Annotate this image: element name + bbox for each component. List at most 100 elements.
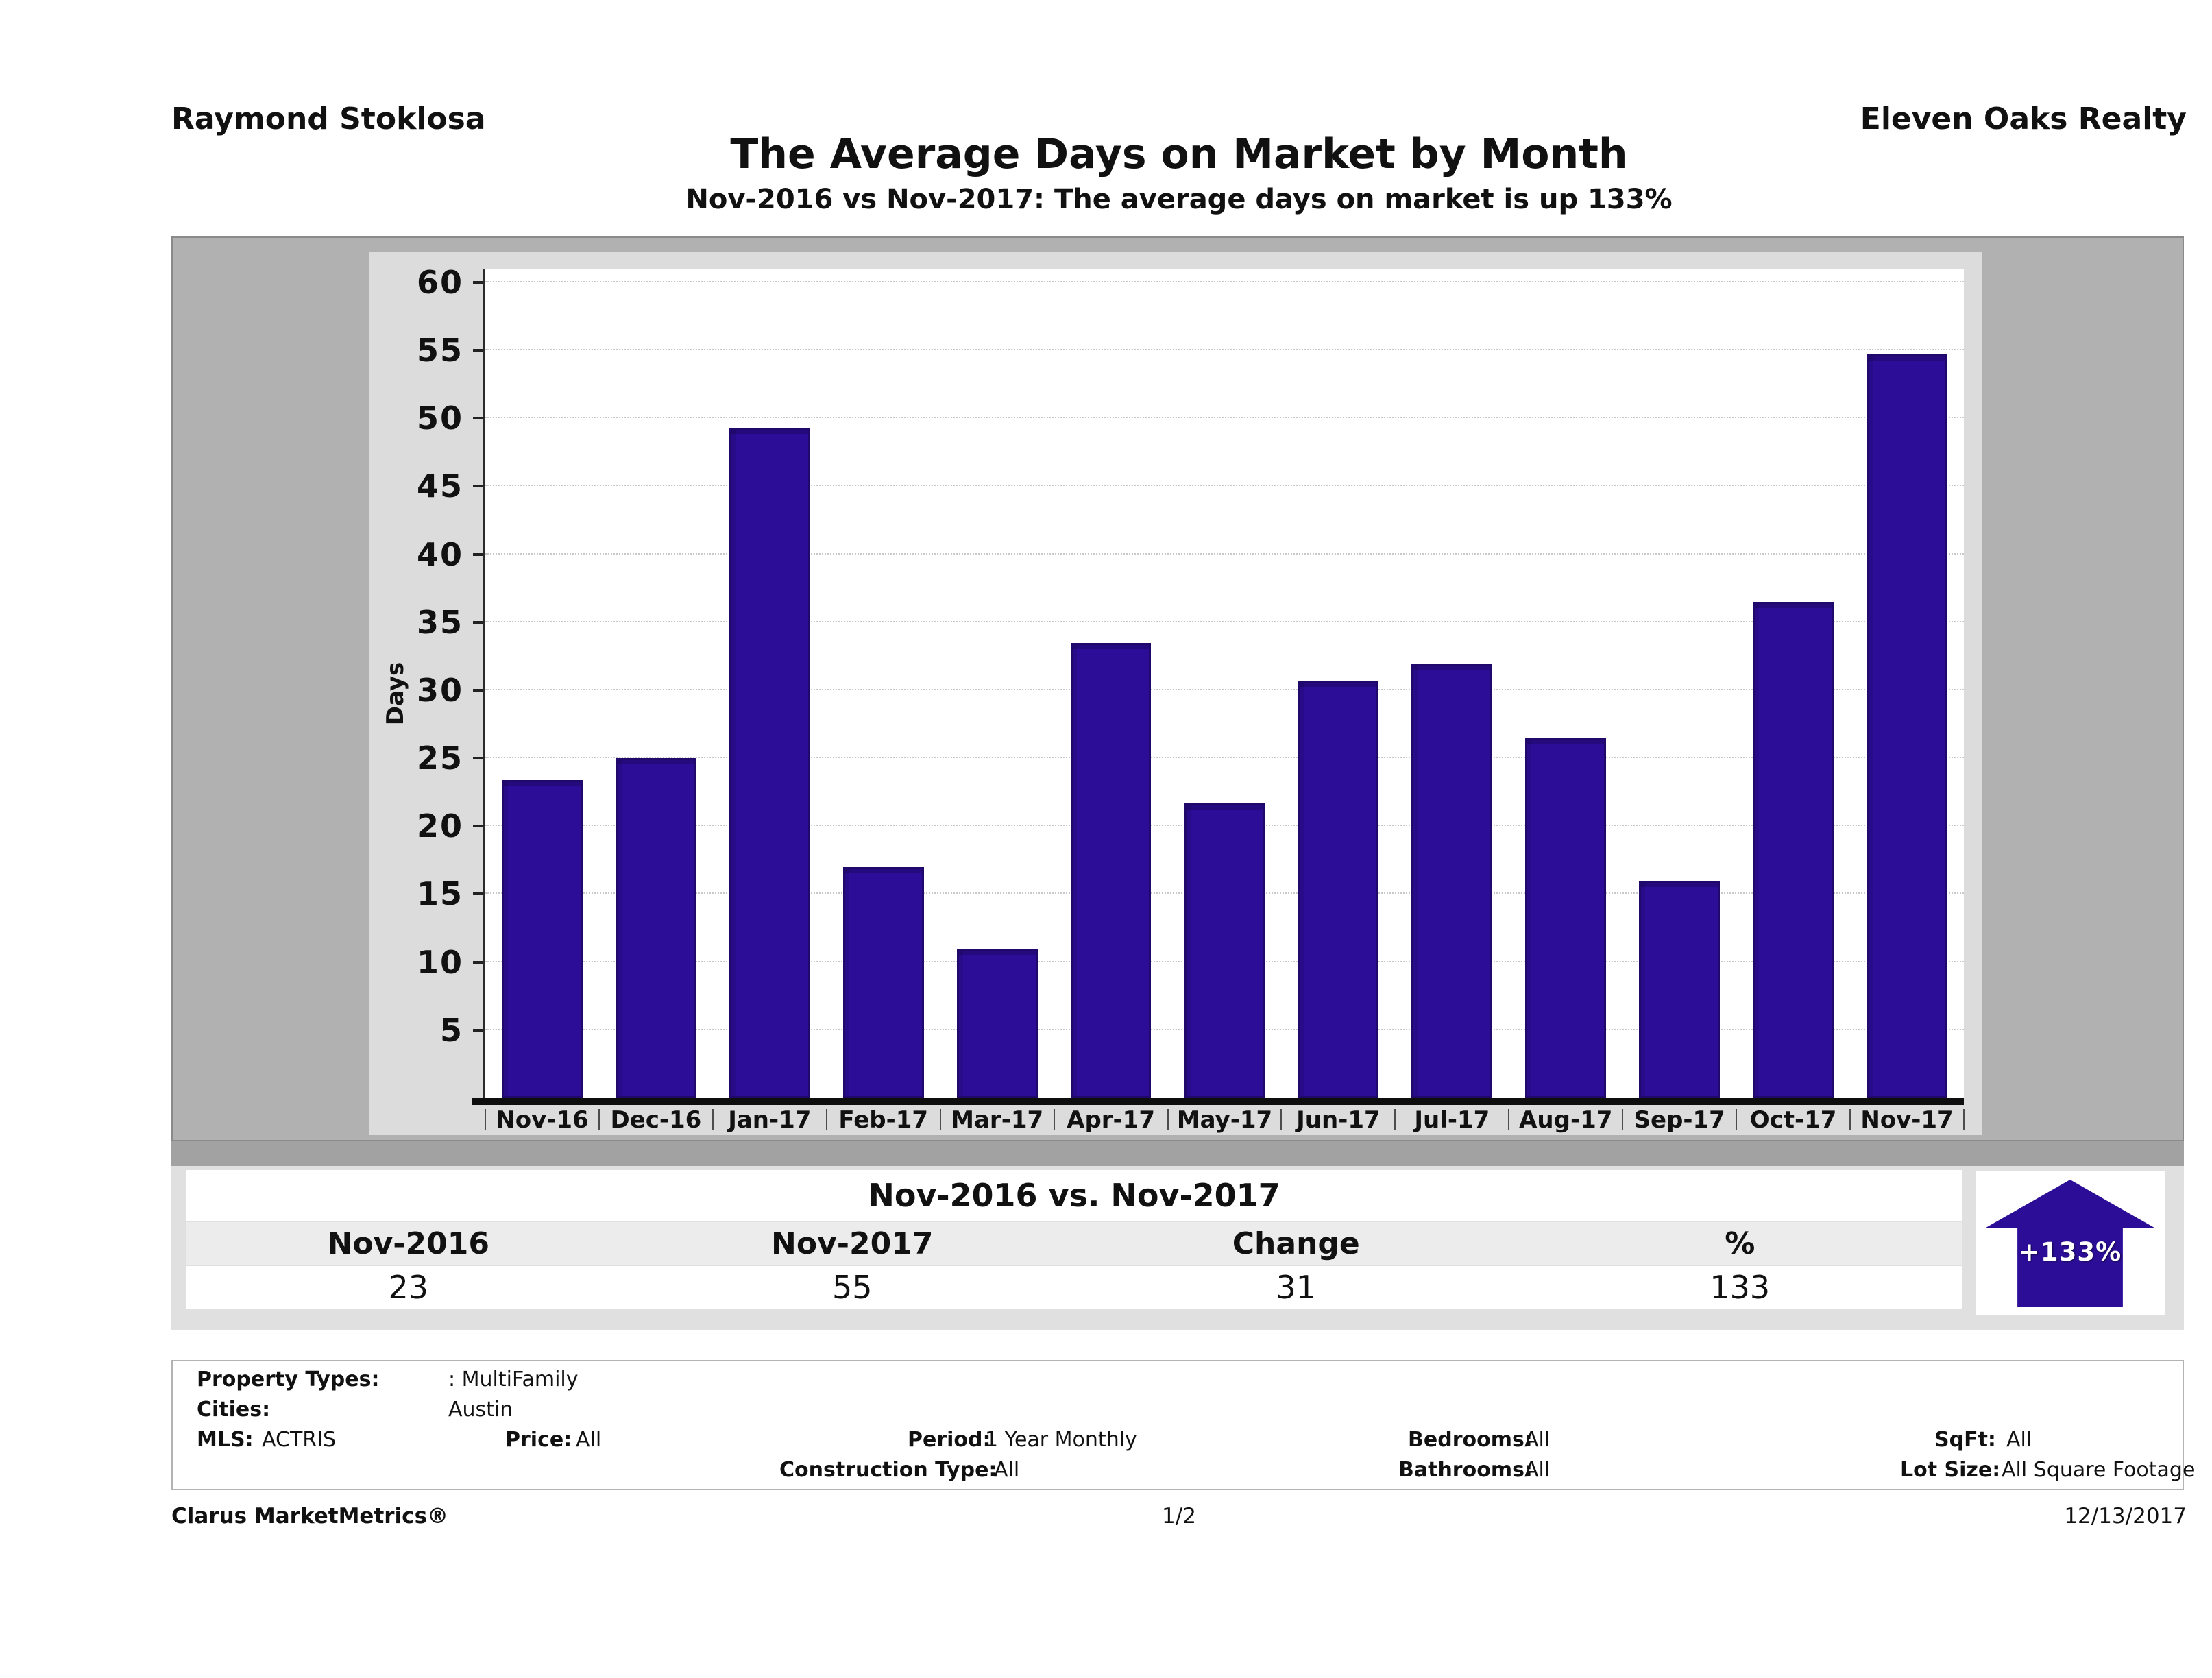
- x-tick-separator: [1622, 1109, 1624, 1130]
- y-tick: 45: [417, 467, 485, 504]
- sqft-label: SqFt:: [1934, 1428, 1996, 1452]
- x-axis-label: May-17: [1176, 1106, 1273, 1134]
- header-company-name: Eleven Oaks Realty: [1860, 101, 2187, 136]
- mls-value: ACTRIS: [262, 1428, 337, 1452]
- y-tick-label: 10: [416, 943, 463, 981]
- bathrooms-value: All: [1524, 1458, 1551, 1482]
- x-axis-label: Oct-17: [1749, 1106, 1837, 1134]
- sqft-value: All: [2006, 1428, 2032, 1452]
- x-tick-separator: [712, 1109, 714, 1130]
- change-badge-label: +133%: [2018, 1237, 2122, 1267]
- gridline: [485, 620, 1964, 622]
- y-tick-mark: [473, 349, 485, 352]
- bar-slot: [1622, 269, 1736, 1098]
- bar-May-17: [1184, 803, 1265, 1098]
- price-value: All: [576, 1428, 602, 1452]
- period-label: Period:: [908, 1428, 991, 1452]
- bar-Oct-17: [1753, 601, 1834, 1098]
- y-tick: 15: [417, 875, 485, 912]
- x-tick-separator: [598, 1109, 600, 1130]
- comparison-section: Nov-2016 vs. Nov-2017 Nov-2016 Nov-2017 …: [171, 1166, 2184, 1330]
- y-tick: 55: [417, 332, 485, 369]
- value-change: 31: [1276, 1269, 1317, 1306]
- column-header-nov2016: Nov-2016: [327, 1226, 489, 1261]
- gridline: [485, 552, 1964, 555]
- y-tick: 40: [417, 536, 485, 573]
- comparison-title: Nov-2016 vs. Nov-2017: [186, 1170, 1962, 1221]
- bar-Jun-17: [1298, 681, 1379, 1098]
- x-axis-label: Dec-16: [610, 1106, 702, 1134]
- bars-group: [485, 269, 1964, 1098]
- value-percent: 133: [1710, 1269, 1771, 1306]
- x-tick-separator: [1849, 1109, 1851, 1130]
- footer-brand: Clarus MarketMetrics®: [171, 1504, 449, 1529]
- x-axis-label: Sep-17: [1633, 1106, 1725, 1134]
- bar-slot: [1395, 269, 1509, 1098]
- y-tick: 60: [417, 264, 485, 301]
- construction-type-value: All: [994, 1458, 1020, 1482]
- gridline: [485, 688, 1964, 690]
- y-tick-label: 50: [416, 400, 463, 437]
- footer-page-number: 1/2: [1162, 1504, 1196, 1529]
- bar-Aug-17: [1525, 738, 1607, 1098]
- x-tick-separator: [1508, 1109, 1510, 1130]
- x-axis-label: Mar-17: [951, 1106, 1044, 1134]
- x-axis-label: Nov-17: [1860, 1106, 1954, 1134]
- period-value: 1 Year Monthly: [985, 1428, 1137, 1452]
- x-tick-separator: [939, 1109, 941, 1130]
- bar-slot: [1509, 269, 1622, 1098]
- y-tick: 10: [417, 944, 485, 981]
- bar-Mar-17: [956, 948, 1038, 1098]
- y-tick: 50: [417, 400, 485, 437]
- x-axis-label: Jan-17: [728, 1106, 812, 1134]
- comparison-header-row: Nov-2016 Nov-2017 Change %: [186, 1222, 1962, 1265]
- bar-Nov-17: [1867, 354, 1947, 1098]
- bar-slot: [940, 269, 1054, 1098]
- column-header-change: Change: [1232, 1226, 1360, 1261]
- footer-date: 12/13/2017: [2064, 1504, 2187, 1529]
- x-axis-label: Apr-17: [1067, 1106, 1155, 1134]
- y-tick-mark: [473, 417, 485, 420]
- y-tick-label: 15: [416, 875, 463, 913]
- gridline: [485, 485, 1964, 487]
- x-tick-separator: [1736, 1109, 1738, 1130]
- plot-area: [472, 269, 1964, 1105]
- y-tick: 25: [417, 740, 485, 777]
- x-tick-separator: [1394, 1109, 1396, 1130]
- y-tick-mark: [473, 1028, 485, 1032]
- gridline: [485, 757, 1964, 759]
- bar-Feb-17: [842, 866, 924, 1098]
- x-tick-separator: [1167, 1109, 1169, 1130]
- y-tick-label: 45: [416, 467, 463, 505]
- lot-size-label: Lot Size:: [1900, 1458, 2001, 1482]
- report-title: The Average Days on Market by Month: [730, 130, 1628, 178]
- y-tick-mark: [473, 280, 485, 284]
- y-tick-mark: [473, 757, 485, 760]
- cities-label: Cities:: [197, 1398, 271, 1422]
- construction-type-label: Construction Type:: [779, 1458, 997, 1482]
- y-tick-label: 60: [416, 263, 463, 301]
- bar-Dec-16: [615, 758, 696, 1098]
- y-tick-label: 20: [416, 807, 463, 845]
- y-tick-mark: [473, 688, 485, 692]
- gridline: [485, 280, 1964, 282]
- arrow-up-icon: +133%: [1985, 1180, 2155, 1307]
- y-tick: 30: [417, 672, 485, 709]
- x-tick-separator: [485, 1109, 486, 1130]
- y-axis: 5 10 15 20 25 30 35 40 45 50 55 60: [369, 264, 485, 1098]
- y-tick-label: 30: [416, 671, 463, 709]
- bar-slot: [1281, 269, 1395, 1098]
- report-subtitle: Nov-2016 vs Nov-2017: The average days o…: [685, 184, 1673, 215]
- section-divider: [171, 1141, 2184, 1166]
- bar-Nov-16: [502, 779, 583, 1098]
- bar-slot: [713, 269, 827, 1098]
- value-nov2016: 23: [388, 1269, 429, 1306]
- x-tick-separator: [1053, 1109, 1055, 1130]
- y-tick-mark: [473, 552, 485, 556]
- property-types-value: : MultiFamily: [448, 1367, 579, 1391]
- gridline: [485, 417, 1964, 419]
- x-axis-label: Nov-16: [496, 1106, 589, 1134]
- y-tick-label: 40: [416, 535, 463, 573]
- x-axis-labels: Nov-16 Dec-16 Jan-17 Feb-17 Mar-17 Apr-17 May-…: [485, 1105, 1965, 1135]
- y-axis-line: [483, 269, 485, 1101]
